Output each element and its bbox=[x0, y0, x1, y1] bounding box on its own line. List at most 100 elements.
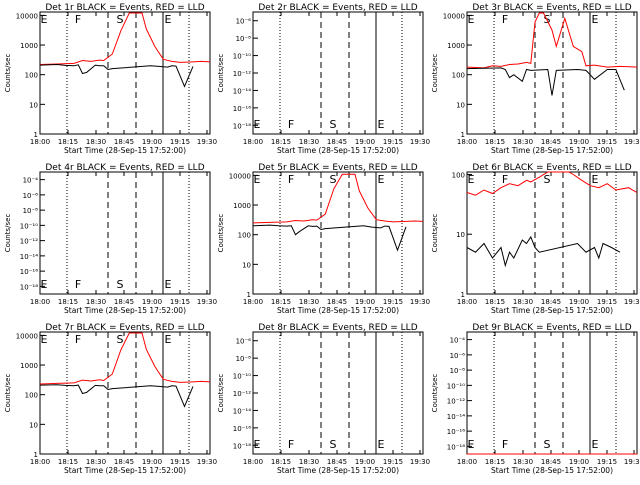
panel-title: Det 4r BLACK = Events, RED = LLD bbox=[45, 163, 204, 173]
marker-label: S bbox=[330, 173, 337, 186]
x-axis-label: Start Time (28-Sep-15 17:52:00) bbox=[64, 146, 186, 155]
panel-title: Det 8r BLACK = Events, RED = LLD bbox=[258, 323, 417, 333]
x-tick-label: 19:00 bbox=[355, 298, 375, 306]
events-series-line bbox=[252, 224, 407, 252]
x-tick-label: 19:30 bbox=[410, 138, 430, 146]
events-series-line bbox=[39, 63, 194, 88]
marker-label: E bbox=[41, 278, 48, 291]
y-tick-label: 10⁻¹² bbox=[447, 398, 465, 406]
x-tick-label: 18:15 bbox=[485, 458, 505, 466]
panel-det-8: Det 8r BLACK = Events, RED = LLD Counts/s… bbox=[217, 323, 430, 475]
y-tick-label: 10⁻⁶ bbox=[23, 192, 39, 200]
x-tick-label: 19:15 bbox=[170, 138, 190, 146]
x-tick-label: 18:00 bbox=[457, 458, 477, 466]
x-tick-label: 18:30 bbox=[299, 458, 319, 466]
y-tick-label: 10⁻⁸ bbox=[23, 207, 39, 215]
x-tick-label: 18:45 bbox=[541, 138, 561, 146]
y-tick-label: 10⁻¹⁶ bbox=[447, 428, 465, 436]
x-tick-label: 18:00 bbox=[457, 298, 477, 306]
marker-label: E bbox=[592, 13, 599, 26]
x-tick-label: 19:00 bbox=[569, 458, 589, 466]
y-axis-label: Counts/sec bbox=[431, 374, 439, 413]
y-tick-label: 10⁻⁴ bbox=[450, 337, 466, 345]
x-tick-label: 19:15 bbox=[170, 458, 190, 466]
y-tick-label: 10⁻¹⁸ bbox=[447, 443, 465, 451]
marker-label: S bbox=[117, 333, 124, 346]
y-tick-label: 100 bbox=[25, 392, 38, 400]
y-tick-label: 10⁻¹⁶ bbox=[20, 268, 38, 276]
y-tick-label: 10 bbox=[456, 101, 465, 109]
y-tick-label: 1 bbox=[247, 291, 251, 299]
marker-label: S bbox=[330, 118, 337, 131]
plot-frame bbox=[39, 171, 211, 295]
x-tick-label: 19:30 bbox=[410, 298, 430, 306]
marker-label: F bbox=[288, 173, 294, 186]
y-tick-label: 10⁻¹⁴ bbox=[233, 407, 251, 415]
panel-title: Det 5r BLACK = Events, RED = LLD bbox=[258, 163, 417, 173]
marker-label: E bbox=[468, 438, 475, 451]
x-tick-label: 19:30 bbox=[197, 138, 217, 146]
x-tick-label: 18:30 bbox=[299, 298, 319, 306]
marker-label: S bbox=[117, 278, 124, 291]
x-axis-label: Start Time (28-Sep-15 17:52:00) bbox=[491, 146, 613, 155]
y-tick-label: 10⁻¹⁴ bbox=[447, 413, 465, 421]
lld-series-line bbox=[39, 12, 211, 65]
y-tick-label: 10⁻¹⁶ bbox=[233, 105, 251, 113]
y-tick-label: 10000 bbox=[229, 172, 251, 180]
x-tick-label: 18:15 bbox=[58, 138, 78, 146]
x-tick-label: 19:00 bbox=[142, 298, 162, 306]
plot-frame bbox=[466, 171, 638, 295]
lld-series-line bbox=[466, 12, 638, 69]
marker-label: E bbox=[468, 13, 475, 26]
marker-label: F bbox=[75, 13, 81, 26]
x-tick-label: 19:00 bbox=[569, 138, 589, 146]
panel-det-1: Det 1r BLACK = Events, RED = LLD Counts/s… bbox=[4, 3, 217, 155]
x-tick-label: 18:00 bbox=[30, 458, 50, 466]
y-tick-label: 10⁻¹⁰ bbox=[447, 382, 465, 390]
plot-frame bbox=[39, 11, 211, 135]
x-tick-label: 19:00 bbox=[355, 138, 375, 146]
plot-frame bbox=[252, 331, 424, 455]
y-tick-label: 10⁻¹⁸ bbox=[233, 122, 251, 130]
y-tick-label: 10⁻⁶ bbox=[236, 338, 252, 346]
y-tick-label: 10 bbox=[242, 261, 251, 269]
y-tick-label: 10⁻¹² bbox=[233, 70, 251, 78]
y-tick-label: 1000 bbox=[447, 42, 465, 50]
marker-label: F bbox=[288, 118, 294, 131]
x-tick-label: 19:30 bbox=[197, 458, 217, 466]
marker-label: F bbox=[502, 438, 508, 451]
x-tick-label: 19:15 bbox=[383, 458, 403, 466]
y-tick-label: 10000 bbox=[16, 12, 38, 20]
marker-label: F bbox=[502, 173, 508, 186]
y-axis-label: Counts/sec bbox=[431, 214, 439, 253]
x-tick-label: 19:30 bbox=[410, 458, 430, 466]
y-tick-label: 10000 bbox=[16, 332, 38, 340]
y-tick-label: 100 bbox=[238, 232, 251, 240]
y-tick-label: 10⁻¹⁴ bbox=[20, 253, 38, 261]
y-tick-label: 10⁻⁸ bbox=[236, 35, 252, 43]
x-tick-label: 18:15 bbox=[271, 138, 291, 146]
x-tick-label: 18:15 bbox=[271, 458, 291, 466]
y-tick-label: 10⁻⁴ bbox=[23, 177, 39, 185]
x-tick-label: 19:30 bbox=[197, 298, 217, 306]
x-axis-label: Start Time (28-Sep-15 17:52:00) bbox=[277, 466, 399, 475]
marker-label: S bbox=[544, 438, 551, 451]
y-tick-label: 100 bbox=[25, 72, 38, 80]
x-tick-label: 18:00 bbox=[457, 138, 477, 146]
y-axis-label: Counts/sec bbox=[4, 214, 12, 253]
x-tick-label: 18:30 bbox=[513, 458, 533, 466]
marker-label: E bbox=[378, 173, 385, 186]
x-axis-label: Start Time (28-Sep-15 17:52:00) bbox=[64, 306, 186, 315]
y-axis-label: Counts/sec bbox=[217, 214, 225, 253]
x-tick-label: 18:45 bbox=[114, 458, 134, 466]
x-tick-label: 19:00 bbox=[569, 298, 589, 306]
marker-label: F bbox=[75, 278, 81, 291]
panel-title: Det 3r BLACK = Events, RED = LLD bbox=[472, 3, 631, 13]
y-axis-label: Counts/sec bbox=[217, 374, 225, 413]
events-series-line bbox=[466, 67, 625, 96]
plot-frame bbox=[252, 171, 424, 295]
y-tick-label: 10⁻¹⁸ bbox=[233, 442, 251, 450]
x-tick-label: 19:15 bbox=[597, 298, 617, 306]
y-tick-label: 10⁻¹⁸ bbox=[20, 283, 38, 291]
